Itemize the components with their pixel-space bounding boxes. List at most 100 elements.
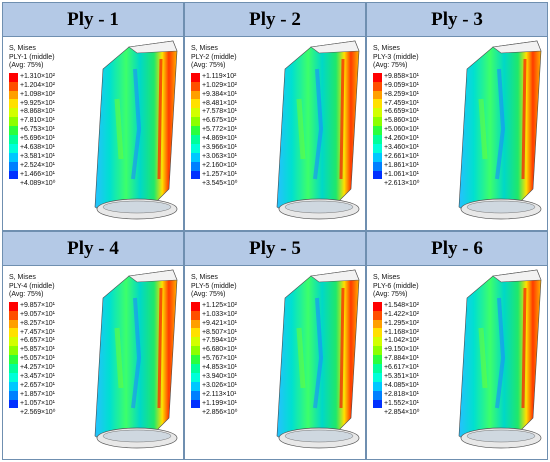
legend-swatch — [9, 390, 18, 400]
legend-swatch — [373, 390, 382, 400]
legend-value: +4.853×10¹ — [202, 364, 237, 372]
ply-title: Ply - 2 — [185, 3, 365, 37]
legend-value: +1.033×10² — [202, 310, 237, 318]
legend-swatch — [9, 99, 18, 109]
ply-title: Ply - 6 — [367, 232, 547, 266]
legend-level: +1.422×10² — [373, 310, 473, 320]
legend-swatch — [191, 135, 200, 144]
legend-level: +5.057×10¹ — [9, 355, 109, 365]
legend-level: +2.113×10¹ — [191, 390, 291, 400]
legend-level: +7.457×10¹ — [9, 328, 109, 338]
legend-value: +3.026×10¹ — [202, 381, 237, 389]
legend-level: +1.098×10² — [9, 90, 109, 100]
legend-level: +2.657×10¹ — [9, 381, 109, 391]
legend-value: +1.861×10¹ — [384, 161, 419, 169]
ply-title: Ply - 3 — [367, 3, 547, 37]
legend-level: +3.457×10¹ — [9, 372, 109, 382]
legend-level: +1.199×10¹ — [191, 399, 291, 409]
legend-value: +9.857×10¹ — [20, 301, 55, 309]
legend-swatch — [9, 364, 18, 373]
legend-level: +8.257×10¹ — [9, 319, 109, 329]
legend-swatch — [191, 337, 200, 347]
legend-value: +6.753×10¹ — [20, 126, 55, 134]
legend-value: +9.057×10¹ — [20, 310, 55, 318]
legend-level: +9.150×10¹ — [373, 346, 473, 356]
legend-value: +1.057×10¹ — [20, 399, 55, 407]
legend-swatch — [373, 99, 382, 109]
legend-variable: S, Mises — [373, 274, 400, 281]
legend-swatch — [373, 143, 382, 153]
legend-level: +7.884×10¹ — [373, 355, 473, 365]
legend-swatch — [191, 72, 200, 82]
legend-level: +4.869×10¹ — [191, 135, 291, 144]
legend-value: +3.966×10¹ — [202, 144, 237, 152]
legend-swatch — [9, 108, 18, 118]
legend-level: +9.057×10¹ — [9, 310, 109, 320]
stress-contour-figure — [94, 269, 178, 449]
legend-level: +1.033×10² — [191, 310, 291, 320]
legend-value: +6.680×10¹ — [202, 346, 237, 354]
legend-swatch — [191, 170, 200, 180]
legend-level: +9.857×10¹ — [9, 301, 109, 311]
legend-value: +5.057×10¹ — [20, 355, 55, 363]
legend-swatch — [9, 143, 18, 153]
legend-level: +4.257×10¹ — [9, 364, 109, 373]
ply-panel: Ply - 4 S, Mises PLY-4 (middle) (Avg: 75%) +… — [2, 231, 184, 460]
legend-value: +7.884×10¹ — [384, 355, 419, 363]
legend-value: +6.657×10¹ — [20, 337, 55, 345]
legend-swatch — [9, 328, 18, 338]
legend-level: +1.257×10¹ — [191, 170, 291, 180]
ply-panel: Ply - 2 S, Mises PLY-2 (middle) (Avg: 75%) +… — [184, 2, 366, 231]
legend-swatch — [9, 81, 18, 91]
legend-value: +8.868×10¹ — [20, 108, 55, 116]
legend-level: +3.545×10⁰ — [191, 179, 291, 188]
legend-swatch — [9, 301, 18, 311]
legend-swatch — [373, 117, 382, 127]
ply-panel: Ply - 6 S, Mises PLY-6 (middle) (Avg: 75%) +… — [366, 231, 548, 460]
legend-value: +8.257×10¹ — [20, 319, 55, 327]
legend-swatch — [373, 408, 382, 417]
legend-value: +4.085×10¹ — [384, 381, 419, 389]
legend-swatch — [373, 310, 382, 320]
legend-swatch — [9, 346, 18, 356]
legend-swatch — [373, 161, 382, 171]
legend-swatch — [191, 126, 200, 136]
legend-swatch — [191, 301, 200, 311]
legend-value: +3.063×10¹ — [202, 152, 237, 160]
legend-swatch — [9, 310, 18, 320]
legend-swatch — [191, 90, 200, 100]
legend-value: +2.524×10¹ — [20, 161, 55, 169]
legend-level: +2.661×10¹ — [373, 152, 473, 162]
legend-level: +5.857×10¹ — [9, 346, 109, 356]
stress-legend: S, Mises PLY-3 (middle) (Avg: 75%) +9.858×1… — [373, 45, 473, 188]
legend-swatch — [373, 72, 382, 82]
legend-value: +1.199×10¹ — [202, 399, 237, 407]
legend-value: +4.089×10⁰ — [20, 179, 56, 187]
legend-variable: S, Mises — [9, 274, 36, 281]
legend-value: +2.113×10¹ — [202, 390, 237, 398]
legend-value: +1.119×10² — [202, 72, 237, 80]
stress-contour-figure — [276, 269, 360, 449]
legend-ply-label: PLY-6 (middle) — [373, 282, 419, 290]
legend-value: +4.638×10¹ — [20, 144, 55, 152]
legend-swatch — [9, 319, 18, 329]
legend-level: +7.594×10¹ — [191, 337, 291, 347]
legend-swatch — [373, 337, 382, 347]
legend-value: +4.257×10¹ — [20, 364, 55, 372]
legend-level: +7.810×10¹ — [9, 117, 109, 127]
legend-value: +2.613×10⁰ — [384, 179, 420, 187]
legend-level: +8.481×10¹ — [191, 99, 291, 109]
legend-level: +4.853×10¹ — [191, 364, 291, 373]
legend-level: +1.119×10² — [191, 72, 291, 82]
legend-level: +4.089×10⁰ — [9, 179, 109, 188]
legend-value: +7.457×10¹ — [20, 328, 55, 336]
legend-value: +1.552×10¹ — [384, 399, 419, 407]
legend-swatch — [191, 319, 200, 329]
legend-level: +9.421×10¹ — [191, 319, 291, 329]
legend-value: +1.295×10² — [384, 319, 419, 327]
stress-contour-figure — [94, 40, 178, 220]
legend-ply-label: PLY-1 (middle) — [9, 53, 55, 61]
legend-value: +1.098×10² — [20, 90, 55, 98]
legend-swatch — [191, 372, 200, 382]
legend-swatch — [373, 301, 382, 311]
